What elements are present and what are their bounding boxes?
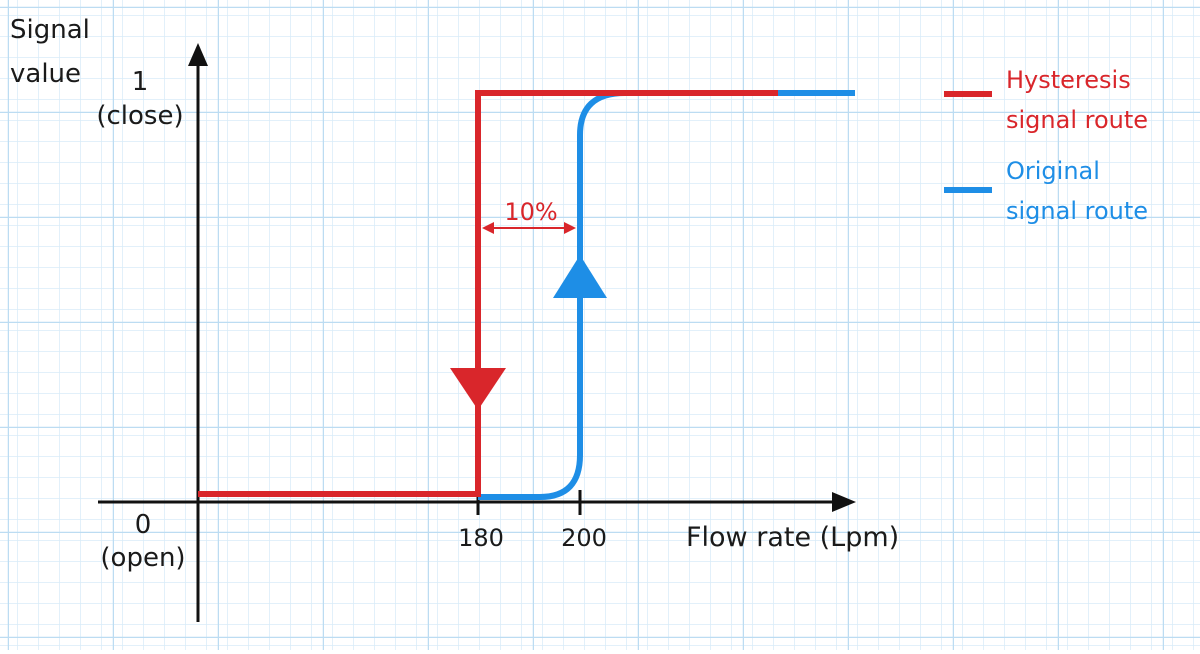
y-axis-label: value [10,59,81,89]
x-tick-label: 180 [458,524,504,552]
x-axis-arrow [832,492,856,512]
legend-label: signal route [1006,106,1148,134]
hysteresis-arrow [450,368,506,410]
legend-label: Original [1006,157,1100,185]
x-tick-label: 200 [561,524,607,552]
y-axis-arrow [188,43,208,66]
y-tick-label: 0 [135,510,152,540]
y-tick-note: (open) [100,543,185,573]
x-axis-label: Flow rate (Lpm) [686,522,899,553]
original-arrow [553,255,607,298]
y-tick-label: 1 [132,67,149,97]
legend-label: signal route [1006,197,1148,225]
hysteresis-route [198,90,778,497]
y-tick-note: (close) [96,101,183,131]
legend-label: Hysteresis [1006,66,1131,94]
y-axis-label: Signal [10,15,90,45]
gap-label: 10% [504,198,557,226]
gap-arrowhead [564,222,576,234]
gap-arrowhead [482,222,494,234]
